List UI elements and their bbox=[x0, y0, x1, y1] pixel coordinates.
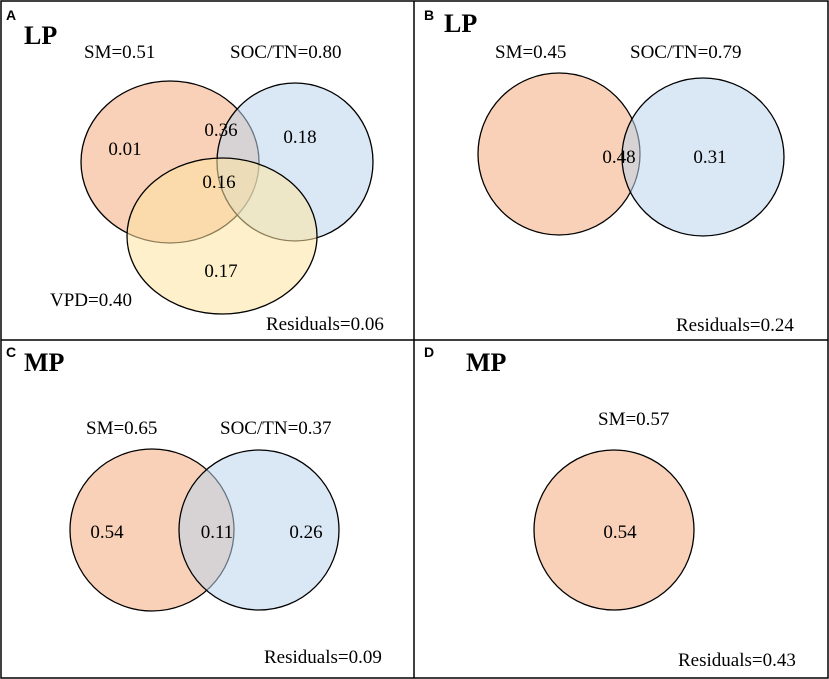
panel-b-soc-only-value: 0.31 bbox=[693, 147, 726, 168]
panel-b-title: LP bbox=[444, 9, 477, 38]
panel-c-title: MP bbox=[24, 348, 65, 377]
panel-d-sm-circle bbox=[533, 449, 695, 611]
panel-a: A LP SM=0.51 SOC/TN=0.80 VPD=0.40 0.01 0… bbox=[6, 7, 384, 335]
panel-a-soc-only-value: 0.18 bbox=[283, 127, 316, 148]
panel-c-sm-label: SM=0.65 bbox=[86, 418, 157, 439]
panel-a-soc-label: SOC/TN=0.80 bbox=[230, 42, 342, 63]
panel-a-title: LP bbox=[24, 21, 57, 50]
panel-a-letter: A bbox=[6, 7, 16, 23]
panel-a-all-value: 0.16 bbox=[202, 172, 235, 193]
panel-a-vpd-label: VPD=0.40 bbox=[50, 290, 132, 311]
panel-c-overlap-value: 0.11 bbox=[201, 522, 234, 543]
panel-d-sm-only-value: 0.54 bbox=[603, 522, 637, 543]
panel-b-overlap-value: 0.48 bbox=[602, 147, 635, 168]
panel-b-soc-circle bbox=[621, 77, 785, 237]
panel-b-residuals: Residuals=0.24 bbox=[676, 315, 794, 336]
panel-d: D MP SM=0.57 0.54 Residuals=0.43 bbox=[424, 344, 796, 671]
panel-d-letter: D bbox=[424, 344, 434, 360]
panel-a-residuals: Residuals=0.06 bbox=[266, 314, 384, 335]
panel-c-soc-label: SOC/TN=0.37 bbox=[220, 418, 332, 439]
panel-a-sm-soc-value: 0.36 bbox=[204, 120, 237, 141]
panel-c: C MP SM=0.65 SOC/TN=0.37 0.54 0.11 0.26 … bbox=[6, 344, 382, 668]
panel-d-title: MP bbox=[466, 348, 507, 377]
panel-b-sm-label: SM=0.45 bbox=[495, 42, 566, 63]
panel-c-letter: C bbox=[6, 344, 16, 360]
panel-c-soc-only-value: 0.26 bbox=[289, 522, 322, 543]
panel-a-vpd-circle bbox=[126, 157, 318, 315]
panel-d-sm-label: SM=0.57 bbox=[598, 409, 669, 430]
panel-a-sm-only-value: 0.01 bbox=[108, 139, 141, 160]
panel-a-vpd-only-value: 0.17 bbox=[204, 261, 237, 282]
panel-c-residuals: Residuals=0.09 bbox=[264, 647, 382, 668]
panel-a-sm-label: SM=0.51 bbox=[84, 42, 155, 63]
panel-c-sm-only-value: 0.54 bbox=[90, 522, 124, 543]
panel-b-letter: B bbox=[424, 7, 434, 23]
panel-c-soc-circle bbox=[178, 449, 340, 611]
panel-b: B LP SM=0.45 SOC/TN=0.79 0.48 0.31 Resid… bbox=[424, 7, 794, 336]
panel-d-residuals: Residuals=0.43 bbox=[678, 650, 796, 671]
panel-b-soc-label: SOC/TN=0.79 bbox=[630, 42, 742, 63]
